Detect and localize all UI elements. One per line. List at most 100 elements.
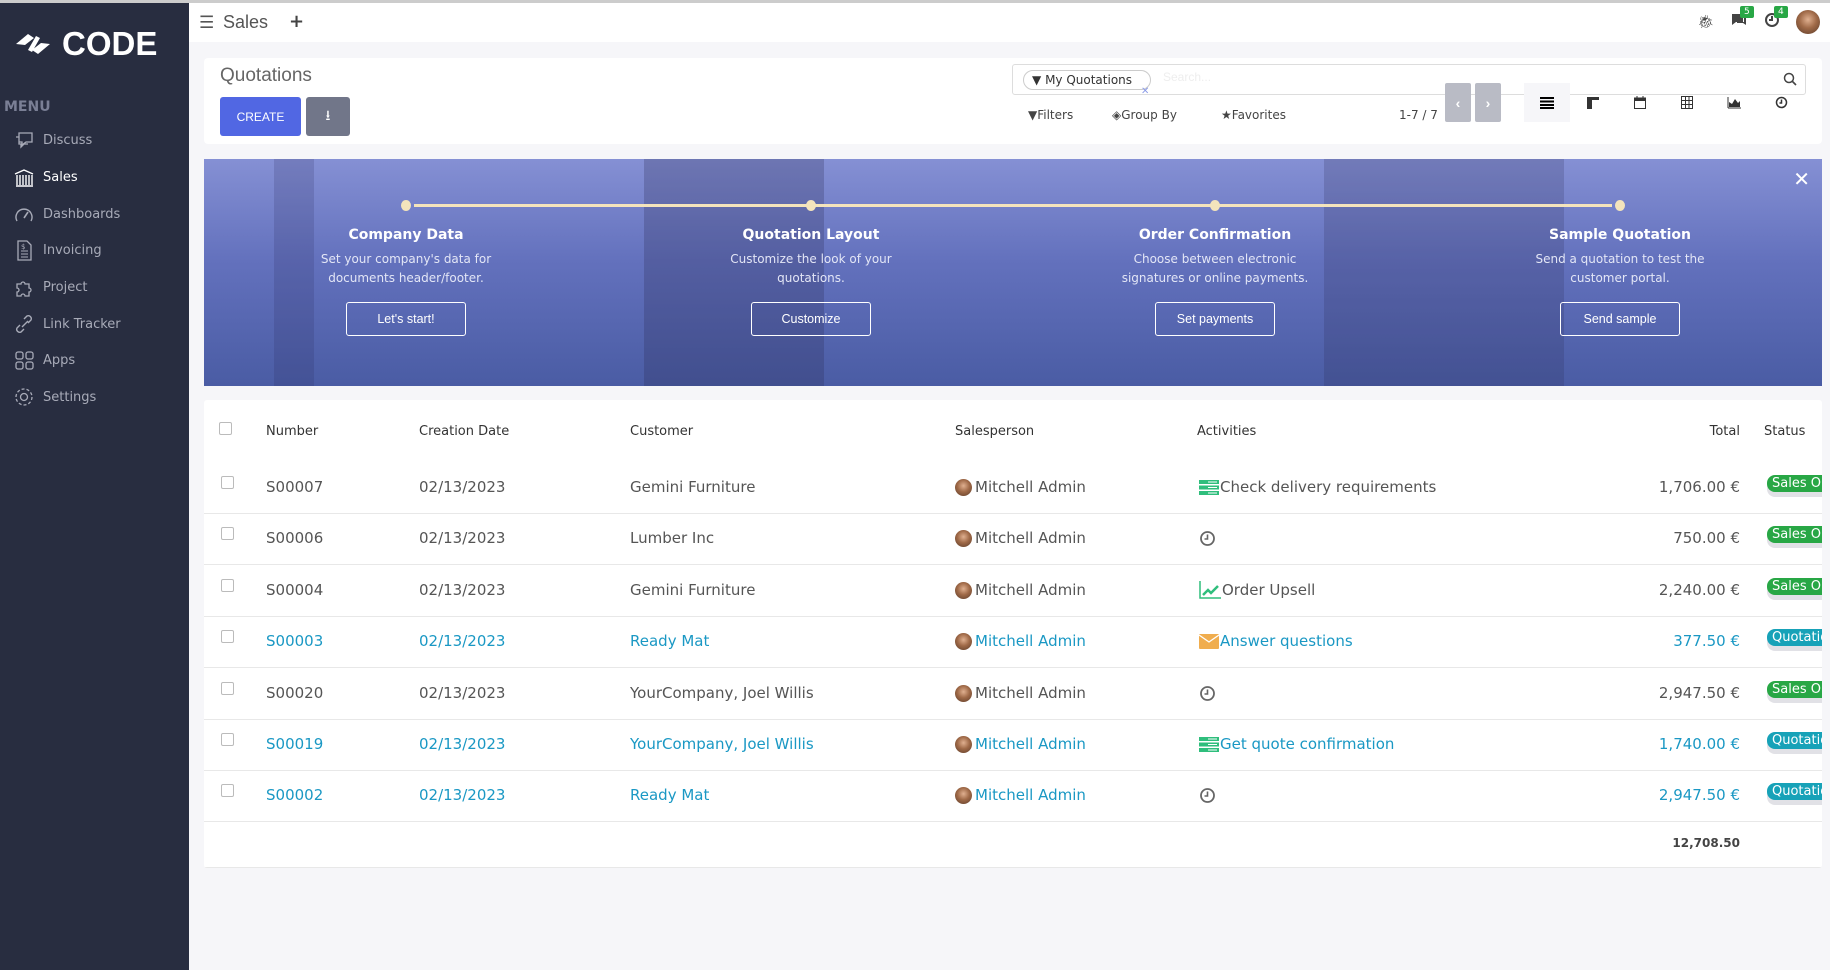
step-description-line: quotations. <box>777 271 845 285</box>
search-facet[interactable]: ▼ My Quotations <box>1023 70 1152 90</box>
star-icon: ★ <box>1221 108 1232 122</box>
column-activities[interactable]: Activities <box>1197 424 1257 439</box>
create-button[interactable]: CREATE <box>220 97 301 136</box>
salesperson: Mitchell Admin <box>955 529 1086 548</box>
table-row[interactable]: S00006 02/13/2023 Lumber Inc Mitchell Ad… <box>204 514 1822 566</box>
brand-logo[interactable]: CODE <box>14 25 157 63</box>
column-status[interactable]: Status <box>1764 424 1806 439</box>
sidebar-item-invoicing[interactable]: $ Invoicing <box>13 238 102 262</box>
salesperson-name: Mitchell Admin <box>975 580 1086 599</box>
search-input[interactable] <box>1163 70 1723 84</box>
remove-facet-icon[interactable]: ✕ <box>1141 86 1150 97</box>
row-checkbox[interactable] <box>221 578 234 592</box>
activity[interactable] <box>1199 786 1217 804</box>
column-salesperson[interactable]: Salesperson <box>955 424 1035 439</box>
messages-button[interactable]: 5 <box>1730 6 1754 32</box>
activities-button[interactable]: 4 <box>1764 6 1788 32</box>
column-customer[interactable]: Customer <box>630 424 694 439</box>
column-number[interactable]: Number <box>266 424 319 439</box>
sidebar-item-discuss[interactable]: Discuss <box>13 128 92 152</box>
puzzle-icon <box>16 281 32 297</box>
pager-value[interactable]: 1-7 / 7 <box>1399 108 1438 122</box>
row-checkbox[interactable] <box>221 784 234 798</box>
clock-icon[interactable] <box>1199 530 1216 547</box>
table-row[interactable]: S00004 02/13/2023 Gemini Furniture Mitch… <box>204 566 1822 617</box>
search-icon[interactable] <box>1783 72 1797 86</box>
close-banner-button[interactable]: ✕ <box>1793 167 1810 192</box>
download-button[interactable]: ⭳ <box>306 97 350 136</box>
sidebar-item-sales[interactable]: Sales <box>13 165 78 189</box>
activity[interactable]: Get quote confirmation <box>1199 735 1394 753</box>
customer: YourCompany, Joel Willis <box>630 735 814 753</box>
pager-next-button[interactable]: › <box>1475 83 1501 122</box>
view-pivot-button[interactable] <box>1664 83 1710 122</box>
step-description-line: Customize the look of your <box>730 252 892 266</box>
quotations-table: Number Creation Date Customer Salesperso… <box>204 400 1822 868</box>
search-bar: ▼ My Quotations ✕ <box>1012 64 1806 97</box>
clock-icon[interactable] <box>1199 685 1216 702</box>
row-checkbox[interactable] <box>221 630 234 644</box>
view-activity-button[interactable] <box>1758 83 1804 122</box>
table-row[interactable]: S00007 02/13/2023 Gemini Furniture Mitch… <box>204 463 1822 514</box>
row-checkbox[interactable] <box>221 527 234 541</box>
table-row[interactable]: S00020 02/13/2023 YourCompany, Joel Will… <box>204 669 1822 720</box>
row-checkbox[interactable] <box>221 681 234 695</box>
activity[interactable] <box>1199 684 1217 702</box>
add-shortcut-icon[interactable]: + <box>289 11 305 32</box>
status-badge: Quotation <box>1767 732 1822 749</box>
customer: YourCompany, Joel Willis <box>630 683 814 702</box>
view-kanban-button[interactable] <box>1570 83 1616 122</box>
favorites-button[interactable]: ★Favorites <box>1221 108 1286 122</box>
table-header: Number Creation Date Customer Salesperso… <box>204 400 1822 463</box>
table-row[interactable]: S00019 02/13/2023 YourCompany, Joel Will… <box>204 720 1822 771</box>
sidebar-item-link-tracker[interactable]: Link Tracker <box>13 312 121 336</box>
page-title: Quotations <box>220 65 312 86</box>
progress-line <box>414 204 1612 207</box>
sidebar-item-dashboards[interactable]: Dashboards <box>13 202 120 226</box>
activity[interactable]: Answer questions <box>1199 632 1353 650</box>
filter-icon: ▼ <box>1028 108 1038 122</box>
step-button[interactable]: Let's start! <box>346 302 466 336</box>
row-checkbox[interactable] <box>221 476 234 489</box>
view-calendar-button[interactable] <box>1617 83 1663 122</box>
activity[interactable] <box>1199 529 1217 547</box>
creation-date: 02/13/2023 <box>419 632 506 651</box>
table-row[interactable]: S00002 02/13/2023 Ready Mat Mitchell Adm… <box>204 771 1822 823</box>
layers-icon: ◈ <box>1112 108 1122 122</box>
step-dot <box>1615 200 1625 211</box>
app-title[interactable]: Sales <box>223 12 269 32</box>
activity-summary: Get quote confirmation <box>1220 735 1395 753</box>
row-checkbox[interactable] <box>221 733 234 746</box>
step-description-line: Send a quotation to test the <box>1535 252 1705 266</box>
hamburger-menu-icon[interactable]: ☰ <box>199 13 215 33</box>
activity[interactable]: Order Upsell <box>1199 581 1315 600</box>
creation-date: 02/13/2023 <box>419 580 506 599</box>
sidebar-item-label: Project <box>43 279 88 295</box>
activity[interactable]: Check delivery requirements <box>1199 478 1436 496</box>
control-panel: Quotations CREATE ⭳ ▼ My Quotations ✕ ▼F… <box>204 58 1822 144</box>
step-description-line: signatures or online payments. <box>1121 271 1309 285</box>
step-button[interactable]: Customize <box>751 302 871 336</box>
sidebar-item-project[interactable]: Project <box>13 275 87 299</box>
view-list-button[interactable] <box>1524 83 1570 122</box>
step-button[interactable]: Set payments <box>1155 302 1275 336</box>
clock-icon[interactable] <box>1199 787 1216 804</box>
user-avatar[interactable] <box>1796 10 1820 34</box>
select-all-checkbox[interactable] <box>219 422 232 435</box>
pager-previous-button[interactable]: ‹ <box>1445 83 1471 122</box>
filters-button[interactable]: ▼Filters <box>1028 108 1073 122</box>
sidebar-item-settings[interactable]: Settings <box>13 385 96 409</box>
column-total[interactable]: Total <box>1709 424 1740 439</box>
creation-date: 02/13/2023 <box>419 529 506 548</box>
step-dot <box>401 200 411 211</box>
group-by-button[interactable]: ◈Group By <box>1112 108 1177 122</box>
step-button[interactable]: Send sample <box>1560 302 1680 336</box>
order-number: S00006 <box>266 529 324 548</box>
salesperson-avatar <box>955 530 972 548</box>
debug-bug-icon[interactable]: 🐞︎ <box>1697 14 1714 30</box>
svg-text:$: $ <box>21 243 25 251</box>
sidebar-item-apps[interactable]: Apps <box>13 348 75 372</box>
column-creation-date[interactable]: Creation Date <box>419 424 510 439</box>
view-graph-button[interactable] <box>1711 83 1757 122</box>
table-row[interactable]: S00003 02/13/2023 Ready Mat Mitchell Adm… <box>204 617 1822 669</box>
